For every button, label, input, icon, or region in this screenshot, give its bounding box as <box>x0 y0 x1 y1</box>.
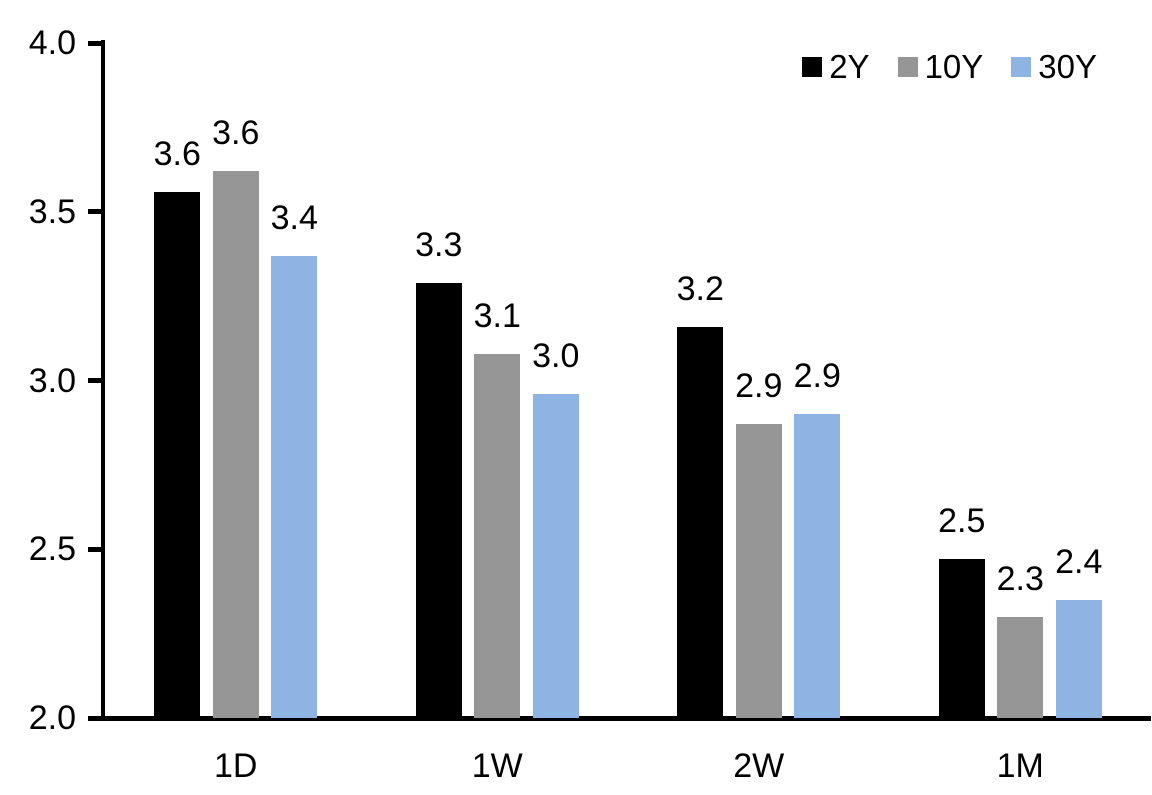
bar-30y-1w <box>532 394 579 718</box>
legend-swatch-30y <box>1011 56 1032 77</box>
bar-30y-1m <box>1055 599 1102 718</box>
bar-value-label-30y-1w: 3.0 <box>532 337 580 375</box>
legend-item-30y: 30Y <box>1011 50 1097 83</box>
legend: 2Y 10Y 30Y <box>802 50 1097 83</box>
bar-value-label-30y-1m: 2.4 <box>1055 542 1103 581</box>
legend-swatch-2y <box>802 56 823 77</box>
y-tick-mark <box>88 209 104 215</box>
y-tick-label: 4.0 <box>28 24 76 62</box>
y-tick-label: 3.0 <box>28 361 76 400</box>
legend-item-10y: 10Y <box>897 48 984 85</box>
bar-value-label-2y-2w: 3.2 <box>676 269 724 308</box>
legend-label-30y: 30Y <box>1038 48 1097 85</box>
y-tick-mark <box>88 546 104 552</box>
x-category-label-1d: 1D <box>214 747 258 785</box>
x-category-label-1w: 1W <box>471 747 523 785</box>
x-axis-line <box>88 716 1151 721</box>
bar-value-label-10y-1w: 3.1 <box>473 296 521 335</box>
y-tick-label: 2.0 <box>28 699 76 737</box>
legend-label-2y: 2Y <box>829 48 870 85</box>
y-tick-label: 3.5 <box>28 192 76 231</box>
bar-10y-1m <box>997 616 1044 718</box>
y-tick-label: 2.5 <box>28 530 76 569</box>
legend-label-10y: 10Y <box>924 48 984 85</box>
legend-item-2y: 2Y <box>802 48 870 85</box>
bar-2y-2w <box>677 326 724 718</box>
bar-10y-1w <box>474 353 521 718</box>
bar-2y-1d <box>154 191 201 718</box>
bar-value-label-30y-2w: 2.9 <box>793 357 841 396</box>
bar-10y-1d <box>212 171 259 718</box>
bar-value-label-10y-2w: 2.9 <box>735 367 783 406</box>
bar-30y-2w <box>794 414 841 718</box>
bar-value-label-10y-1d: 3.6 <box>212 114 260 153</box>
x-category-label-2w: 2W <box>733 747 785 785</box>
x-category-label-1m: 1M <box>996 747 1044 785</box>
y-tick-mark <box>88 378 104 383</box>
bar-value-label-10y-1m: 2.3 <box>996 559 1044 598</box>
bar-30y-1d <box>271 255 318 718</box>
bar-value-label-30y-1d: 3.4 <box>270 198 318 237</box>
y-tick-mark <box>88 40 104 46</box>
bar-value-label-2y-1w: 3.3 <box>415 225 463 264</box>
bar-value-label-2y-1m: 2.5 <box>938 502 986 541</box>
bar-2y-1w <box>415 282 462 718</box>
bar-value-label-2y-1d: 3.6 <box>153 134 201 173</box>
bar-10y-2w <box>735 424 782 718</box>
bar-2y-1m <box>938 559 985 718</box>
y-tick-mark <box>88 715 104 721</box>
legend-swatch-10y <box>897 56 918 77</box>
